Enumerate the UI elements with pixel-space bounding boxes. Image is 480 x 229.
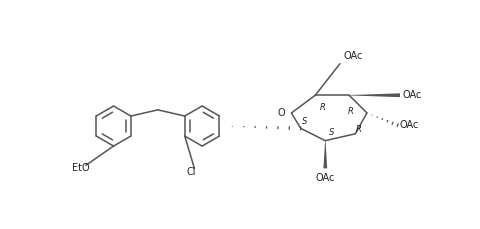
Text: OAc: OAc bbox=[344, 51, 363, 61]
Text: OAc: OAc bbox=[402, 90, 422, 100]
Text: R: R bbox=[356, 125, 362, 134]
Text: OAc: OAc bbox=[316, 173, 335, 183]
Text: Cl: Cl bbox=[187, 167, 196, 177]
Polygon shape bbox=[324, 141, 327, 168]
Text: S: S bbox=[302, 117, 307, 126]
Text: OAc: OAc bbox=[400, 120, 420, 130]
Polygon shape bbox=[349, 93, 400, 97]
Text: O: O bbox=[277, 108, 285, 118]
Text: R: R bbox=[320, 103, 326, 112]
Text: EtO: EtO bbox=[72, 163, 90, 173]
Text: S: S bbox=[329, 128, 334, 137]
Text: R: R bbox=[348, 107, 354, 116]
